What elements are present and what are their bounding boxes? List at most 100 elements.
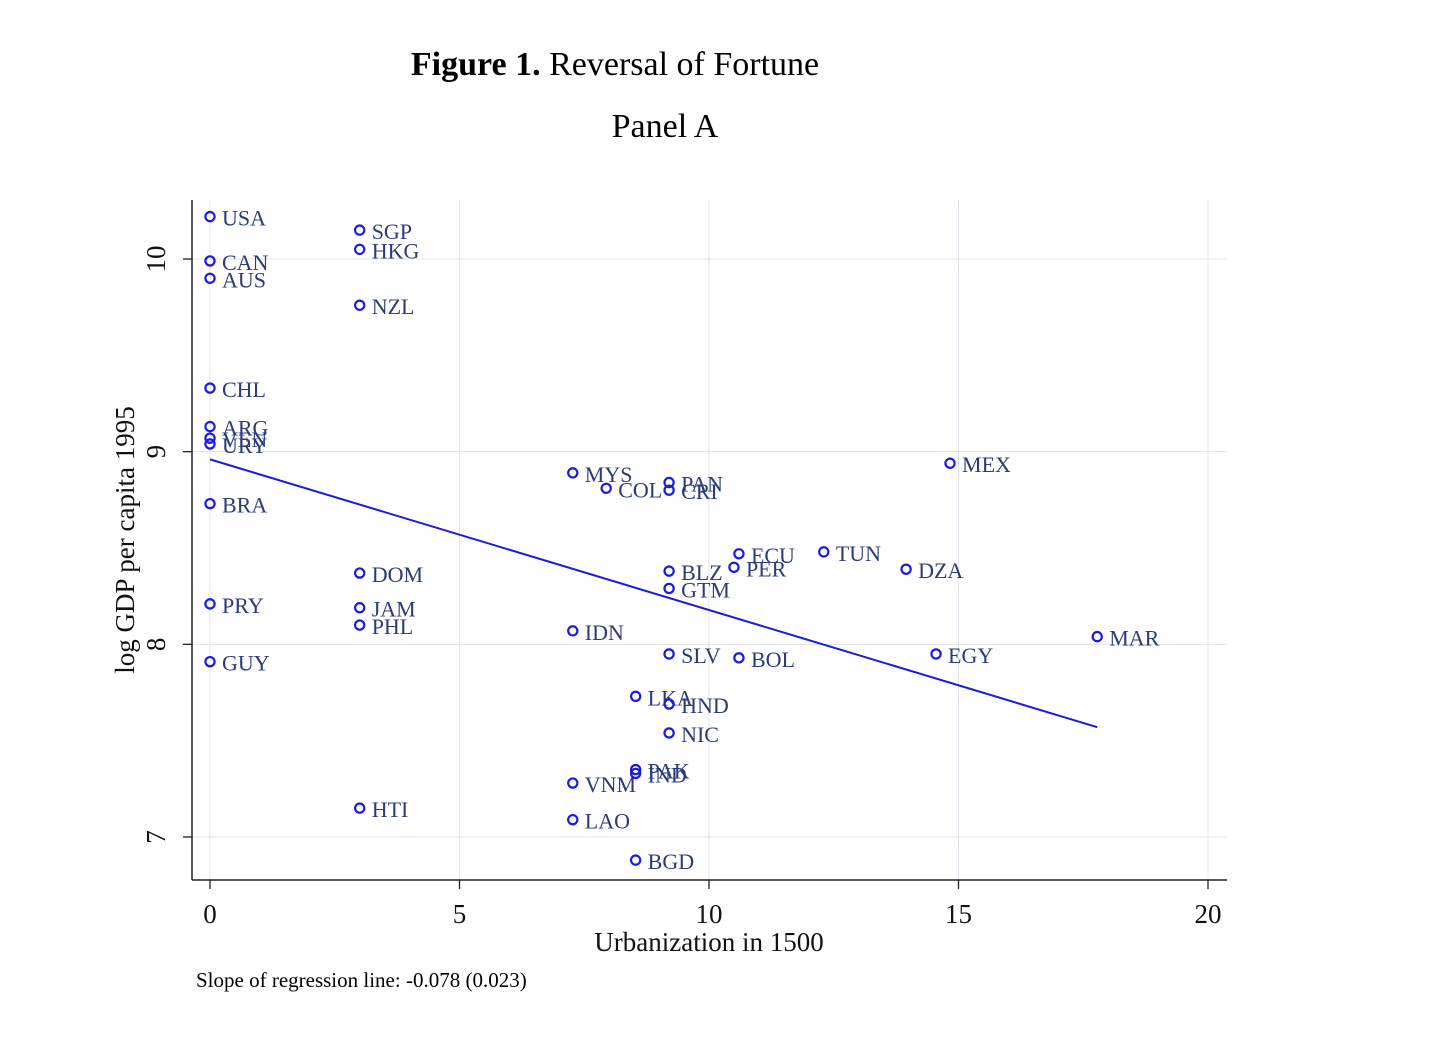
y-tick-label: 10 (141, 246, 171, 273)
data-point (944, 457, 956, 469)
data-point (663, 476, 675, 489)
data-point (354, 299, 366, 311)
data-point (204, 598, 216, 610)
point-label: DOM (372, 562, 423, 587)
figure-label: Figure 1. (410, 46, 541, 83)
point-label: SLV (681, 643, 721, 668)
point-label: IND (648, 762, 687, 787)
point-label: TUN (836, 541, 881, 566)
x-tick-label: 0 (203, 899, 217, 929)
point-label: ECU (751, 543, 795, 568)
data-point (663, 698, 675, 710)
data-point (818, 546, 830, 558)
data-point (204, 438, 216, 450)
point-label: VNM (585, 772, 636, 797)
point-label: NZL (372, 294, 415, 319)
point-label: DZA (918, 558, 963, 583)
x-tick-label: 5 (453, 899, 467, 929)
panel-title: Panel A (611, 108, 719, 145)
y-tick-label: 9 (141, 445, 171, 459)
regression-line (209, 458, 1098, 729)
figure-title-text: Reversal of Fortune (549, 46, 820, 83)
point-label: PHL (372, 614, 414, 639)
data-point (354, 619, 366, 631)
point-label: BLZ (681, 560, 723, 585)
data-point (930, 648, 942, 660)
data-point (354, 802, 366, 814)
point-label: BGD (648, 849, 694, 874)
point-label: JAM (372, 597, 416, 622)
point-label: GUY (222, 651, 270, 676)
point-label: EGY (948, 643, 993, 668)
data-point (204, 432, 216, 444)
point-label: PAK (648, 759, 690, 784)
point-label: MEX (962, 452, 1011, 477)
x-tick-label: 10 (696, 899, 723, 929)
data-point (204, 210, 216, 223)
point-label: GTM (681, 577, 730, 602)
data-point (733, 548, 745, 560)
data-point (354, 602, 366, 614)
point-label: LKA (648, 685, 693, 710)
x-tick-label: 15 (945, 899, 972, 929)
data-point (354, 243, 366, 256)
data-point (900, 563, 912, 575)
data-point (204, 420, 216, 433)
data-point (204, 655, 216, 668)
data-point (204, 255, 216, 267)
data-point (663, 484, 675, 496)
data-point (629, 690, 642, 703)
data-point (663, 582, 675, 595)
point-label: PRY (222, 593, 264, 618)
point-label: HTI (372, 797, 409, 822)
y-tick-label: 8 (141, 638, 171, 652)
point-label: PER (746, 556, 787, 581)
data-point (1091, 630, 1103, 643)
y-tick-label: 7 (141, 830, 171, 844)
data-point (629, 763, 642, 776)
point-label: BOL (751, 647, 795, 672)
grid-layer (192, 200, 1227, 880)
point-label: CAN (222, 250, 269, 275)
point-label: NIC (681, 722, 719, 747)
point-label: URY (222, 433, 267, 458)
point-label: USA (222, 206, 266, 231)
data-point (733, 652, 745, 664)
x-axis-title: Urbanization in 1500 (594, 927, 823, 957)
data-point (204, 382, 216, 394)
point-label: MAR (1109, 626, 1159, 651)
point-label: ARG (222, 416, 269, 441)
data-point (629, 767, 642, 780)
regression-note: Slope of regression line: -0.078 (0.023) (196, 968, 527, 992)
point-label: LAO (585, 809, 630, 834)
axis-layer: 0 5 10 15 20 7 8 9 10 (141, 200, 1227, 929)
data-point (204, 272, 216, 284)
point-label: HKG (372, 238, 420, 263)
data-point (663, 648, 675, 660)
data-point (354, 567, 366, 579)
point-label: MYS (585, 462, 633, 487)
data-point (600, 482, 612, 494)
figure-title: Figure 1. Reversal of Fortune (0, 46, 1230, 84)
point-label: IDN (585, 620, 624, 645)
x-tick-label: 20 (1195, 899, 1222, 929)
data-point (663, 727, 675, 739)
data-point (663, 565, 675, 577)
y-axis-title: log GDP per capita 1995 (110, 406, 140, 673)
point-label: SGP (372, 219, 412, 244)
data-point (354, 224, 366, 236)
point-label: VEN (222, 427, 267, 452)
data-point (567, 467, 579, 479)
data-point (204, 497, 216, 510)
data-point (629, 854, 642, 866)
point-label: PAN (681, 471, 723, 496)
fit-layer (209, 458, 1098, 729)
point-label: BRA (222, 493, 267, 518)
data-point (728, 561, 740, 573)
data-point (567, 813, 579, 826)
point-label: AUS (222, 267, 266, 292)
point-label: CRI (681, 479, 718, 504)
point-label: CHL (222, 377, 266, 402)
